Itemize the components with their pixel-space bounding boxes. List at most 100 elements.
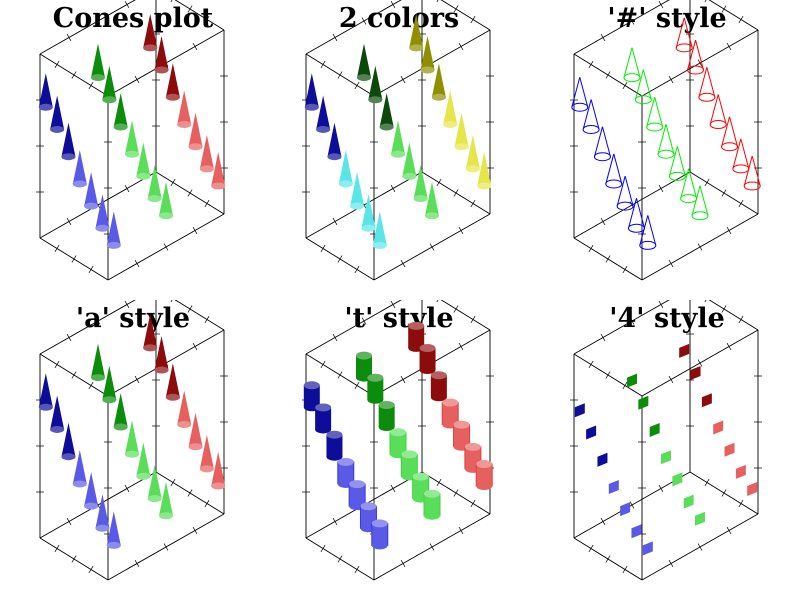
cone-base <box>95 224 110 232</box>
axis-tick <box>458 342 464 351</box>
cones-plot-3d <box>36 300 228 581</box>
cone-base <box>165 93 180 101</box>
axis-tick <box>668 559 674 568</box>
cone-base <box>165 393 180 401</box>
cone-base <box>316 125 331 133</box>
axis-tick <box>726 226 732 235</box>
cone-mark <box>154 36 169 71</box>
cone-mark <box>61 422 76 457</box>
cone-base <box>102 396 117 404</box>
cone-mark <box>188 412 203 447</box>
cone-line <box>729 116 739 147</box>
cylinder-top <box>367 373 384 382</box>
series-blue <box>574 403 653 556</box>
axis-tick <box>88 265 94 274</box>
cylinder-top <box>453 420 470 429</box>
axis-tick <box>170 0 173 3</box>
panel-title: 'a' style <box>75 303 191 334</box>
axis-tick <box>204 15 210 24</box>
cylinder-top <box>419 344 436 353</box>
cone-line <box>654 96 664 128</box>
axis-edge <box>573 300 670 355</box>
cone-mark <box>143 313 158 348</box>
axis-tick <box>697 243 703 251</box>
cones-plot-3d <box>302 0 494 281</box>
cone-mark <box>425 181 439 216</box>
cone-base <box>136 472 151 480</box>
cone-base <box>113 123 128 131</box>
cone-mark <box>136 442 151 477</box>
series-red <box>679 343 758 497</box>
cone-line <box>590 99 600 130</box>
axis-tick <box>629 501 635 509</box>
cone-mark <box>106 211 121 246</box>
axis-tick <box>54 60 60 69</box>
cone-mark <box>634 95 652 105</box>
cone-base <box>143 344 158 352</box>
cone-mark <box>368 65 383 100</box>
cylinder-mark <box>367 377 384 400</box>
panel-t-style: 't' style <box>266 300 532 600</box>
axis-tick <box>605 255 611 263</box>
cone-line <box>605 153 615 185</box>
cone-line <box>627 198 637 229</box>
axis-tick <box>124 300 130 309</box>
cone-base <box>379 123 394 131</box>
cylinder-bottom <box>315 425 332 434</box>
series-red <box>143 13 226 190</box>
square-mark <box>642 541 653 556</box>
cone-mark <box>188 112 203 147</box>
cone-line <box>631 47 641 78</box>
cone-mark <box>106 511 121 546</box>
cylinder-top <box>408 321 425 330</box>
cone-mark <box>372 211 387 246</box>
cone-mark <box>211 452 226 487</box>
cylinder-mark <box>356 355 372 378</box>
cone-mark <box>691 211 709 221</box>
cone-mark <box>402 142 417 177</box>
axis-edge <box>440 300 491 331</box>
square-mark <box>701 393 712 408</box>
axis-tick <box>187 305 193 313</box>
cone-mark <box>113 393 128 427</box>
cone-mark <box>409 13 424 48</box>
cones-plot-3d <box>36 0 228 281</box>
cone-line <box>688 168 698 199</box>
axis-tick <box>738 315 744 324</box>
axis-tick <box>470 315 476 324</box>
series-green <box>357 43 439 220</box>
axis-tick <box>470 499 476 508</box>
axis-tick <box>71 255 77 263</box>
axis-tick <box>704 178 710 187</box>
axis-tick <box>204 315 210 324</box>
cone-base <box>91 74 105 82</box>
square-mark <box>638 395 649 410</box>
axis-tick <box>134 75 140 84</box>
cone-mark <box>593 152 611 162</box>
series-blue <box>304 73 387 249</box>
axis-tick <box>453 5 459 13</box>
axis-tick <box>204 499 210 508</box>
axis-tick <box>163 243 169 251</box>
axis-tick <box>192 526 198 535</box>
cylinder-top <box>430 371 447 380</box>
axis-tick <box>192 42 198 51</box>
axis-tick <box>738 499 744 508</box>
axis-tick <box>124 184 130 193</box>
axis-tick <box>721 305 727 313</box>
cone-line <box>623 47 633 78</box>
cone-line <box>634 69 644 100</box>
square-mark <box>672 472 683 487</box>
axis-tick <box>629 317 635 325</box>
axis-tick <box>66 33 72 42</box>
cone-mark <box>102 65 117 100</box>
cone-base <box>95 524 110 532</box>
axis-edge <box>305 300 402 355</box>
cone-line <box>635 198 645 229</box>
axis-tick <box>668 259 674 268</box>
axis-tick <box>187 5 193 13</box>
cone-mark <box>477 152 492 187</box>
axis-tick <box>332 333 338 342</box>
axis-tick <box>354 565 360 574</box>
cone-mark <box>91 43 105 78</box>
